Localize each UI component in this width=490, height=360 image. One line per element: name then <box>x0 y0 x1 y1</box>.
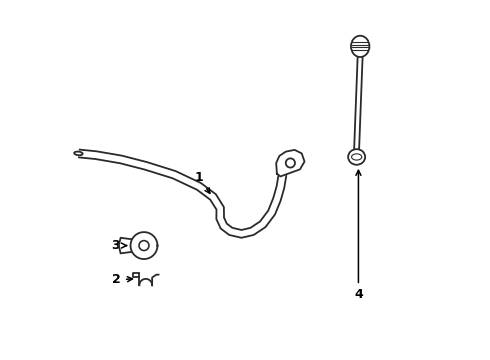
Polygon shape <box>78 149 287 238</box>
Text: 4: 4 <box>354 170 363 301</box>
Ellipse shape <box>348 149 365 165</box>
Polygon shape <box>130 232 157 259</box>
Ellipse shape <box>351 154 362 160</box>
Polygon shape <box>133 273 139 277</box>
Ellipse shape <box>74 152 83 155</box>
Circle shape <box>139 240 149 251</box>
Polygon shape <box>119 238 131 253</box>
Text: 1: 1 <box>195 171 210 193</box>
Circle shape <box>286 158 295 168</box>
Polygon shape <box>276 150 305 176</box>
Text: 2: 2 <box>112 274 132 287</box>
Text: 3: 3 <box>112 239 126 252</box>
Ellipse shape <box>351 36 369 57</box>
